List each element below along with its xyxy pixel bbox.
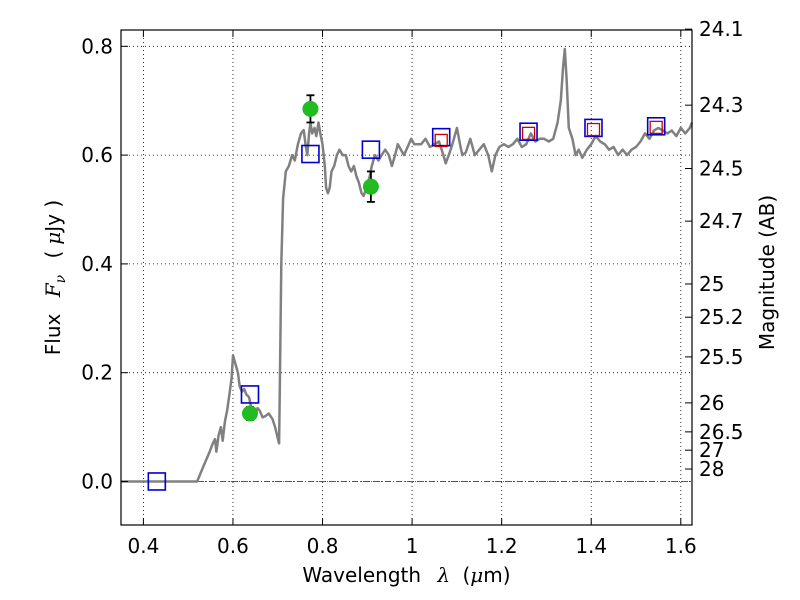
model-spectrum [121, 47, 694, 483]
x-axis-label-unit-mu: μ [470, 563, 483, 587]
y-axis-label-prefix: Flux [41, 313, 65, 355]
spectrum-line [121, 47, 694, 483]
magnitude-tick-label: 25 [699, 272, 724, 296]
y-axis-label-unit-open: ( [41, 251, 65, 259]
x-tick-label: 1.4 [575, 534, 607, 558]
magnitude-tick-label: 25.2 [699, 305, 744, 329]
observed-flux-point [302, 100, 319, 117]
y-tick-label: 0.6 [81, 143, 113, 167]
model-flux-square [519, 122, 538, 142]
magnitude-tick-label: 26.5 [699, 420, 744, 444]
magnitude-tick-label: 27 [699, 438, 724, 462]
model-flux-square-red [521, 126, 536, 141]
y-axis-label: Flux Fν ( μJy ) [41, 200, 70, 355]
magnitude-axis-label: Magnitude (AB) [755, 195, 779, 350]
x-tick-label: 0.8 [307, 534, 339, 558]
magnitude-tick-label: 24.5 [699, 156, 744, 180]
x-axis-label-unit-rest: m) [483, 563, 510, 587]
photometry-markers [147, 94, 666, 491]
x-tick-label: 1.2 [486, 534, 518, 558]
model-flux-square [361, 140, 381, 159]
observed-flux-point [362, 178, 379, 195]
x-tick-label: 1.6 [665, 534, 697, 558]
magnitude-tick-label: 24.3 [699, 93, 744, 117]
x-axis-label-prefix: Wavelength [302, 563, 421, 587]
magnitude-tick-label: 28 [699, 457, 724, 481]
x-tick-label: 0.4 [127, 534, 159, 558]
model-flux-square [646, 116, 666, 136]
y-axis-label-subscript: ν [53, 274, 69, 283]
y-tick-label: 0.4 [81, 252, 113, 276]
x-axis-label-unit-open: ( [462, 563, 470, 587]
magnitude-tick-label: 24.7 [699, 209, 744, 233]
magnitude-tick-label: 26 [699, 391, 724, 415]
model-flux-square [301, 144, 320, 164]
grid [121, 30, 692, 525]
x-axis-label-symbol: λ [436, 563, 450, 587]
model-flux-square-red [586, 122, 601, 137]
model-flux-square [584, 118, 603, 138]
plot-frame [120, 29, 693, 526]
model-flux-square-red [649, 120, 663, 135]
y-tick-label: 0.8 [81, 34, 113, 58]
y-axis-label-unit-mu: μ [41, 232, 65, 245]
y-tick-label: 0.2 [81, 361, 113, 385]
y-axis-label-unit-rest: Jy ) [41, 200, 65, 234]
x-axis-label: Wavelength λ (μm) [302, 563, 510, 587]
y-tick-label: 0.0 [81, 469, 113, 493]
y-axis-label-symbol: F [41, 282, 65, 298]
magnitude-tick-label: 25.5 [699, 345, 744, 369]
model-flux-square [431, 127, 451, 147]
observed-flux-point [241, 405, 258, 422]
axis-ticks: 0.4 0.6 0.8 1 1.2 1.4 1.6 0.0 0.2 0.4 0.6 0.8 24.1 24… [81, 17, 743, 558]
model-flux-square [147, 472, 167, 491]
magnitude-tick-label: 24.1 [699, 17, 744, 41]
model-flux-square-red [434, 133, 448, 148]
x-tick-label: 1 [406, 534, 419, 558]
model-flux-square [240, 385, 260, 404]
x-tick-label: 0.6 [217, 534, 249, 558]
